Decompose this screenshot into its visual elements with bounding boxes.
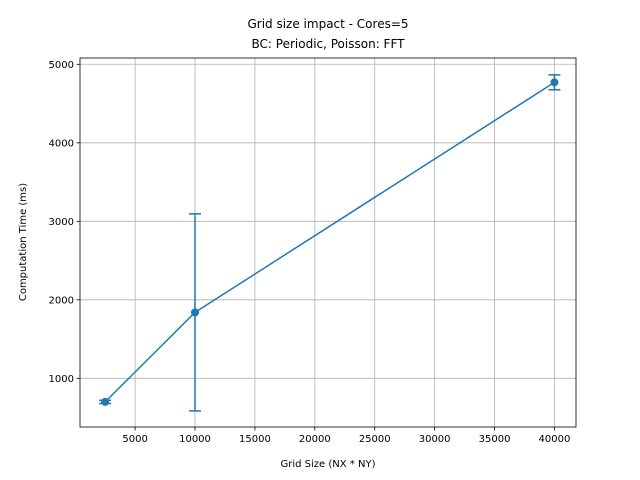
x-tick-label: 20000 [299, 434, 331, 445]
x-tick-label: 30000 [419, 434, 451, 445]
x-tick-label: 40000 [539, 434, 571, 445]
grid-lines [80, 58, 576, 427]
x-tick-label: 15000 [239, 434, 271, 445]
y-axis-label: Computation Time (ms) [18, 183, 29, 301]
y-tick-label: 1000 [49, 374, 74, 385]
y-tick-label: 5000 [49, 60, 74, 71]
x-tick-label: 25000 [359, 434, 391, 445]
data-point [101, 397, 110, 406]
data-point [191, 308, 200, 317]
y-tick-label: 2000 [49, 295, 74, 306]
y-tick-label: 4000 [49, 138, 74, 149]
x-tick-label: 10000 [179, 434, 211, 445]
axes-frame [79, 57, 577, 428]
x-tick-label: 35000 [479, 434, 511, 445]
x-tick-label: 5000 [122, 434, 147, 445]
series [99, 74, 561, 412]
chart-title: Grid size impact - Cores=5 [247, 17, 408, 31]
x-axis-label: Grid Size (NX * NY) [281, 459, 376, 470]
data-point [550, 78, 559, 87]
axis-ticks: 5000 10000 15000 20000 25000 30000 35000 40000 1… [49, 60, 571, 445]
y-tick-label: 3000 [49, 217, 74, 228]
chart-subtitle: BC: Periodic, Poisson: FFT [252, 37, 406, 51]
